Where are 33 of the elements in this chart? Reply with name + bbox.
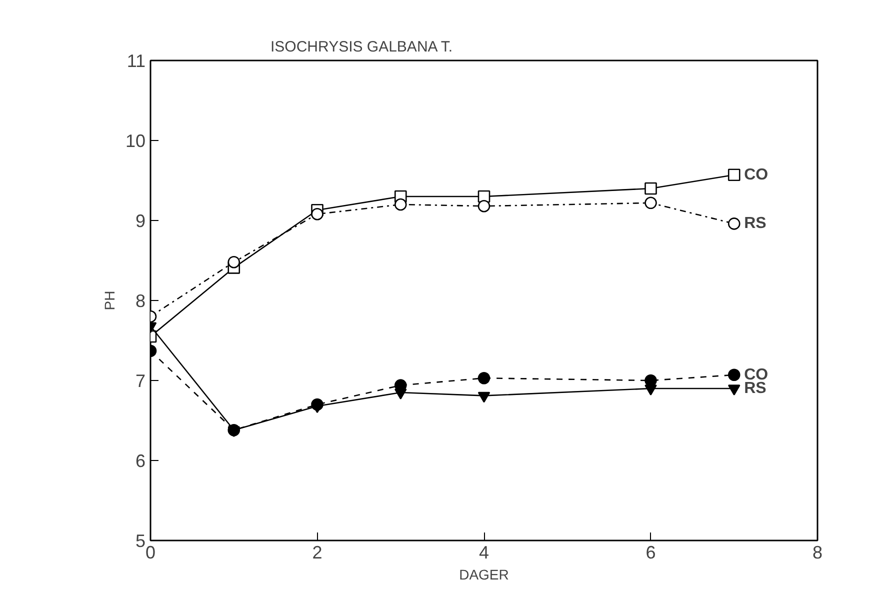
x-tick-label: 8: [812, 542, 823, 562]
chart-title: ISOCHRYSIS GALBANA T.: [270, 38, 453, 56]
point: [728, 368, 740, 382]
x-tick-label: 0: [145, 542, 156, 562]
point: [728, 218, 740, 230]
y-tick-label: 8: [135, 291, 146, 311]
series-label: RS: [744, 215, 767, 232]
x-tick-label: 4: [478, 542, 490, 562]
point: [644, 384, 657, 396]
y-tick-label: 9: [135, 211, 146, 231]
y-tick-label: 11: [126, 51, 146, 71]
point: [644, 182, 657, 195]
x-tick-label: 6: [646, 542, 656, 562]
series-label: CO: [744, 166, 768, 184]
point: [478, 392, 490, 403]
point: [478, 372, 490, 384]
x-axis-title: DAGER: [459, 566, 509, 582]
point: [728, 168, 740, 182]
point: [394, 198, 407, 211]
point: [394, 388, 407, 400]
y-tick-label: 6: [135, 451, 146, 471]
y-tick-label: 5: [135, 531, 146, 551]
point: [478, 200, 490, 212]
y-tick-label: 10: [125, 131, 146, 151]
y-tick-label: 7: [135, 371, 146, 391]
x-tick-label: 2: [312, 542, 322, 562]
point: [728, 384, 740, 396]
y-axis-title: PH: [101, 290, 118, 310]
point: [228, 256, 240, 268]
point: [311, 208, 324, 220]
point: [311, 402, 324, 414]
point: [228, 426, 240, 438]
point: [644, 196, 657, 210]
